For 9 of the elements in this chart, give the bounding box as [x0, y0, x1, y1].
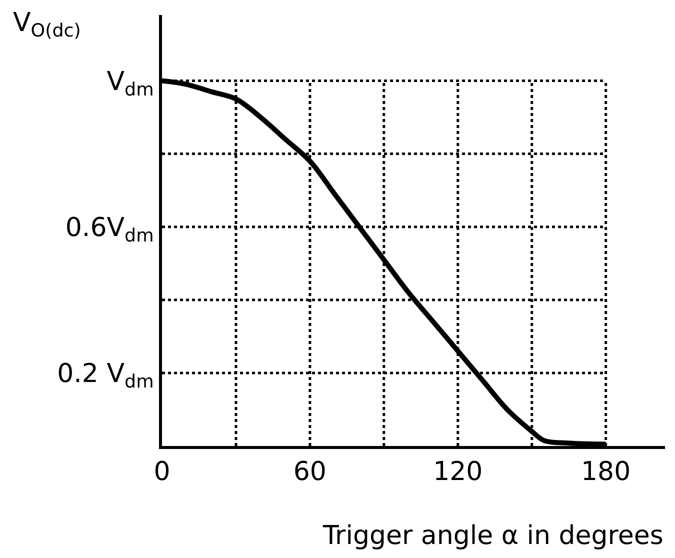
- x-tick-label: 0: [154, 457, 170, 488]
- y-tick-label: 0.2 V$_{dm}$: [57, 359, 154, 393]
- x-tick-label: 120: [433, 457, 483, 488]
- y-tick-label: V$_{dm}$: [106, 66, 154, 100]
- x-tick-label: 60: [293, 457, 326, 488]
- y-tick-label: 0.6V$_{dm}$: [65, 212, 154, 246]
- x-tick-label: 180: [581, 457, 631, 488]
- x-axis-title: Trigger angle α in degrees: [322, 521, 664, 551]
- y-axis-title: V$_{O(dc)}$: [13, 8, 81, 42]
